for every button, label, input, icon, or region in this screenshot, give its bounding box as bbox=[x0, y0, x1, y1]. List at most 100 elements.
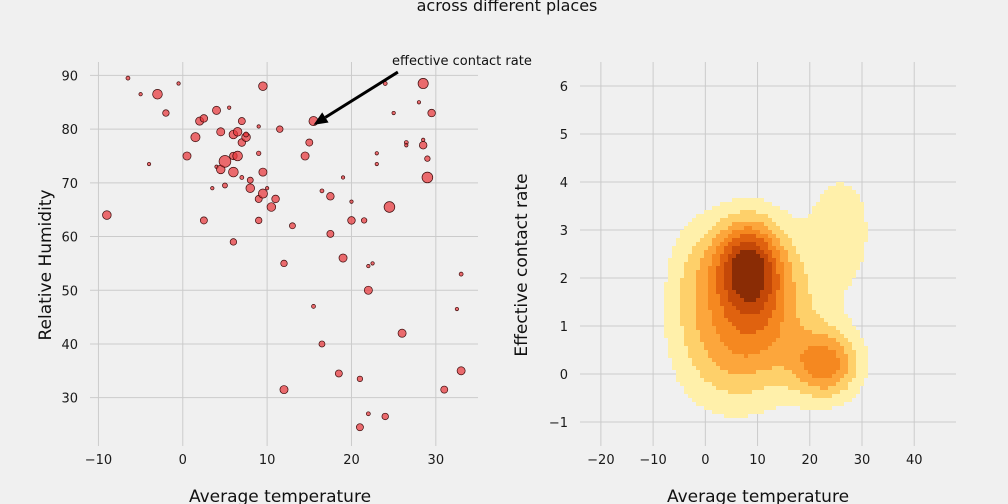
scatter-y-axis-label: Relative Humidity bbox=[36, 189, 56, 340]
scatter-point bbox=[374, 161, 379, 167]
scatter-point bbox=[256, 124, 261, 129]
scatter-point bbox=[266, 202, 277, 212]
kde-x-tick-label: 10 bbox=[749, 453, 766, 468]
scatter-point bbox=[237, 117, 246, 125]
kde-x-tick-label: −20 bbox=[587, 453, 614, 468]
scatter-point bbox=[102, 210, 112, 220]
scatter-point bbox=[199, 216, 208, 225]
scatter-point bbox=[381, 412, 389, 421]
scatter-y-tick-label: 60 bbox=[61, 231, 78, 246]
scatter-point bbox=[356, 423, 364, 432]
scatter-x-tick-label: 30 bbox=[428, 453, 445, 468]
scatter-point bbox=[146, 161, 152, 167]
kde-x-axis-label: Average temperature bbox=[667, 487, 849, 504]
kde-x-tick-label: 20 bbox=[802, 453, 819, 468]
scatter-point bbox=[246, 176, 254, 184]
annotation-arrow bbox=[324, 70, 399, 119]
scatter-x-tick-label: 10 bbox=[259, 453, 276, 468]
kde-contour-level bbox=[732, 250, 764, 302]
scatter-point bbox=[232, 150, 243, 162]
figure-title: across different places bbox=[417, 0, 598, 15]
kde-y-tick-label: 6 bbox=[560, 80, 568, 95]
scatter-point bbox=[421, 171, 434, 184]
scatter-point bbox=[366, 411, 371, 417]
scatter-point bbox=[229, 238, 238, 246]
scatter-point bbox=[391, 110, 396, 116]
scatter-point bbox=[190, 132, 201, 143]
kde-y-tick-label: 5 bbox=[560, 128, 568, 143]
scatter-point bbox=[256, 150, 262, 156]
scatter-point bbox=[258, 81, 268, 91]
scatter-point bbox=[182, 151, 192, 161]
kde-x-tick-label: 0 bbox=[701, 453, 709, 468]
scatter-point bbox=[276, 125, 284, 133]
scatter-y-tick-label: 40 bbox=[61, 338, 78, 353]
annotation: effective contact rate bbox=[313, 54, 532, 125]
annotation-text: effective contact rate bbox=[392, 54, 532, 69]
annotation-arrowhead bbox=[313, 112, 329, 125]
scatter-point bbox=[334, 369, 343, 378]
scatter-point bbox=[424, 155, 431, 162]
scatter-x-tick-label: −10 bbox=[85, 453, 112, 468]
scatter-point bbox=[311, 304, 316, 309]
scatter-y-tick-label: 90 bbox=[61, 69, 78, 84]
scatter-point bbox=[255, 216, 263, 225]
scatter-point bbox=[421, 137, 426, 142]
scatter-point bbox=[338, 253, 348, 263]
scatter-panel: −10 0 10 20 30 30 40 50 60 70 80 90 Average tempera… bbox=[36, 54, 532, 504]
scatter-point bbox=[340, 175, 346, 180]
scatter-point bbox=[397, 328, 407, 338]
scatter-point bbox=[176, 81, 181, 86]
scatter-point bbox=[347, 216, 356, 225]
scatter-point bbox=[404, 143, 409, 148]
scatter-point bbox=[243, 131, 249, 138]
scatter-point bbox=[289, 222, 296, 230]
scatter-point bbox=[218, 155, 232, 168]
scatter-x-tick-label: 20 bbox=[343, 453, 360, 468]
scatter-point bbox=[239, 175, 245, 180]
scatter-point bbox=[417, 78, 429, 89]
scatter-point bbox=[356, 375, 364, 382]
kde-x-tick-label: −10 bbox=[639, 453, 666, 468]
scatter-y-tick-label: 70 bbox=[61, 177, 78, 192]
scatter-point bbox=[125, 75, 131, 81]
scatter-y-tick-label: 50 bbox=[61, 284, 78, 299]
scatter-point bbox=[458, 271, 464, 277]
scatter-point bbox=[318, 340, 326, 348]
scatter-point bbox=[349, 199, 354, 204]
scatter-point bbox=[370, 261, 375, 266]
scatter-point bbox=[271, 194, 280, 204]
scatter-point bbox=[416, 100, 422, 105]
scatter-point bbox=[222, 182, 228, 189]
kde-y-tick-label: 0 bbox=[560, 368, 568, 383]
scatter-y-tick-label: 80 bbox=[61, 123, 78, 138]
scatter-point bbox=[319, 188, 325, 194]
scatter-point bbox=[366, 264, 371, 269]
scatter-point bbox=[280, 259, 288, 268]
scatter-point bbox=[326, 192, 335, 201]
scatter-point bbox=[326, 229, 335, 238]
scatter-point bbox=[257, 188, 268, 199]
scatter-points bbox=[102, 75, 466, 432]
kde-y-tick-label: 4 bbox=[560, 176, 568, 191]
scatter-point bbox=[300, 151, 310, 161]
scatter-point bbox=[419, 141, 428, 150]
scatter-point bbox=[162, 109, 170, 117]
scatter-point bbox=[279, 385, 289, 395]
scatter-point bbox=[383, 201, 396, 213]
scatter-point bbox=[212, 105, 221, 115]
kde-y-axis-label: Effective contact rate bbox=[512, 173, 532, 356]
kde-x-tick-label: 40 bbox=[906, 453, 923, 468]
scatter-point bbox=[440, 385, 449, 394]
scatter-point bbox=[199, 114, 209, 123]
scatter-point bbox=[138, 92, 143, 97]
scatter-point bbox=[361, 217, 368, 224]
scatter-point bbox=[363, 285, 373, 295]
kde-y-tick-label: −1 bbox=[549, 416, 568, 431]
scatter-y-tick-label: 30 bbox=[61, 392, 78, 407]
scatter-ticks: −10 0 10 20 30 30 40 50 60 70 80 90 bbox=[61, 69, 444, 468]
scatter-point bbox=[227, 105, 232, 110]
